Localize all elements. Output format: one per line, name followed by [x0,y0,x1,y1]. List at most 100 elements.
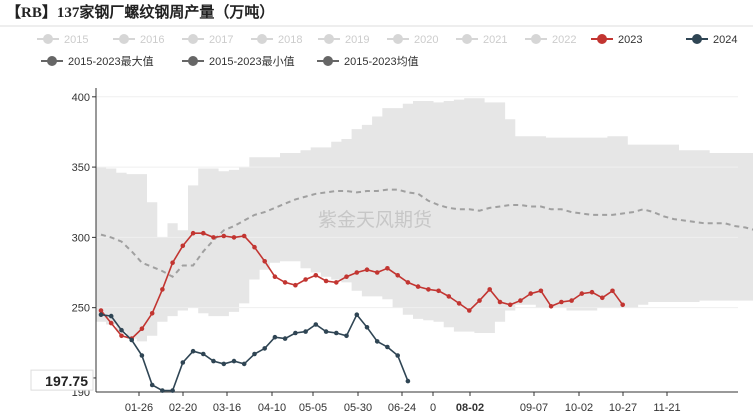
data-point [98,308,104,313]
data-point [241,233,247,239]
axes [95,88,738,393]
data-point [119,333,124,339]
data-point [252,351,257,357]
data-point [395,273,401,278]
data-point [313,273,319,278]
data-point [497,299,503,305]
legend-marker [188,34,198,44]
data-point [487,287,493,292]
x-tick-label: 04-10 [258,402,286,414]
x-tick-label: 05-30 [344,402,372,414]
data-point [600,295,605,301]
series-2023 [98,230,625,341]
data-point [180,360,186,365]
series-line [100,232,624,340]
data-point [211,358,216,364]
data-point [201,230,206,236]
crosshair-value-label: 197.75 [45,373,88,389]
data-point [313,322,319,327]
legend-item-2018[interactable]: 2018 [251,34,302,46]
legend-item-2020[interactable]: 2020 [387,34,438,46]
legend-marker [324,34,334,44]
data-point [579,291,585,296]
data-point [149,382,155,388]
data-point [221,233,227,239]
data-point [293,330,298,336]
x-highlight-box [444,396,496,416]
data-point [323,278,329,284]
data-point [559,299,564,305]
legend-label: 2021 [483,34,507,46]
crosshair: 197.75 [30,369,94,391]
data-point [160,287,165,292]
x-tick-label: 06-24 [388,402,416,414]
legend-item-2016[interactable]: 2016 [113,34,164,46]
legend-marker [47,56,57,66]
data-point [569,298,574,303]
data-point [272,274,278,280]
crosshair-label-box [30,369,94,391]
data-point [282,280,288,285]
legend-label: 2015-2023均值 [344,55,419,68]
x-tick-label: 0 [430,402,436,414]
data-point [241,361,247,367]
data-point [589,289,595,295]
y-tick-label: 400 [72,92,90,104]
data-point [467,308,472,313]
legend-marker [323,56,333,66]
data-point [272,334,278,340]
legend-item-2023[interactable]: 2023 [591,34,642,46]
data-point [190,230,196,236]
data-point [119,327,124,333]
data-point [231,235,237,240]
data-point [180,243,186,249]
legend-marker [393,34,403,44]
data-point [507,302,513,308]
data-point [211,235,216,240]
legend-label: 2022 [552,34,576,46]
x-tick-label: 02-20 [169,402,197,414]
data-point [344,274,349,280]
data-point [334,330,339,336]
data-point [477,298,482,303]
legend-item-2015-2023最小值[interactable]: 2015-2023最小值 [182,55,295,68]
data-point [262,346,268,351]
legend-marker [257,34,267,44]
legend-item-2017[interactable]: 2017 [182,34,233,46]
x-tick-label: 10-27 [609,402,637,414]
legend-item-2015-2023最大值[interactable]: 2015-2023最大值 [41,54,154,68]
legend-label: 2015 [64,34,88,46]
data-point [334,280,339,285]
data-point [170,388,175,393]
data-point [364,267,370,273]
legend-item-2021[interactable]: 2021 [456,34,507,46]
data-point [620,302,625,308]
x-tick-label: 08-02 [456,402,484,414]
legend-label: 2015-2023最小值 [209,55,295,68]
data-point [374,339,380,344]
legend-marker [462,34,472,44]
watermark: 紫金天风期货 [318,209,432,231]
data-point [303,329,308,334]
y-tick-label: 300 [72,232,90,244]
legend-marker [597,34,607,44]
data-point [364,325,370,330]
legend-item-2015-2023均值[interactable]: 2015-2023均值 [317,55,419,68]
data-point [108,313,114,319]
legend-marker [43,34,53,44]
data-point [354,270,360,275]
x-tick-label: 09-07 [520,402,548,414]
data-point [221,361,227,367]
data-point [518,298,523,303]
data-point [190,348,196,354]
data-point [282,336,288,341]
legend-item-2024[interactable]: 2024 [686,34,737,46]
legend-item-2019[interactable]: 2019 [318,34,369,46]
legend-marker [119,34,129,44]
data-point [548,304,554,309]
data-point [98,312,104,318]
legend-item-2015[interactable]: 2015 [37,34,88,46]
legend-item-2022[interactable]: 2022 [525,34,576,46]
data-point [201,351,206,357]
